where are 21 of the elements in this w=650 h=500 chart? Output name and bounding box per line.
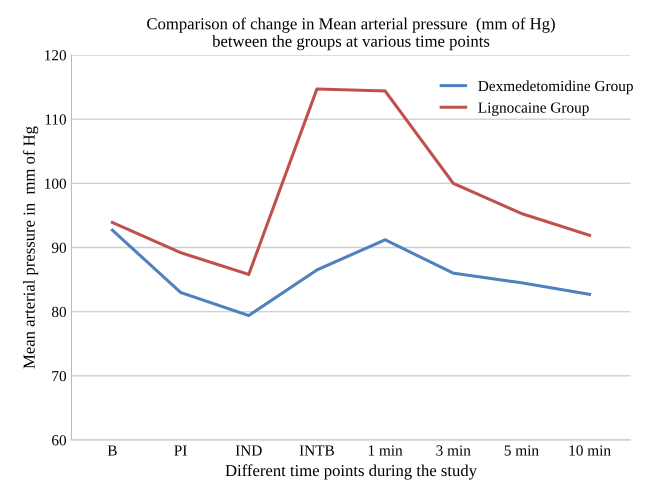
y-tick-label: 70 [52,370,66,382]
line-series [110,228,592,318]
y-tick-label: 80 [52,306,66,318]
y-tick-label: 100 [45,178,66,189]
x-tick-label: 5 min [504,445,539,456]
chart-title: Comparison of change in Mean arterial pressure (mm of Hg) between the groups at various time points [147,17,555,50]
x-tick-label: IND [236,445,262,456]
x-tick-label: 1 min [368,445,402,456]
y-tick-label: 90 [52,242,66,253]
x-tick-label: INTB [300,445,334,456]
y-tick-label: 120 [45,50,66,60]
x-tick-label: 3 min [436,445,471,456]
y-tick-label: 60 [52,435,66,446]
y-tick-label: 110 [46,114,66,125]
legend-label: Dexmedetomidine Group [478,80,633,94]
y-axis-title: Mean arterial pressure in mm of Hg [22,126,38,369]
x-tick-label: B [108,445,117,456]
legend-label: Lignocaine Group [478,102,589,116]
x-tick-label: 10 min [570,445,611,456]
x-axis-title: Different time points during the study [225,464,477,480]
x-tick-label: PI [174,445,187,456]
